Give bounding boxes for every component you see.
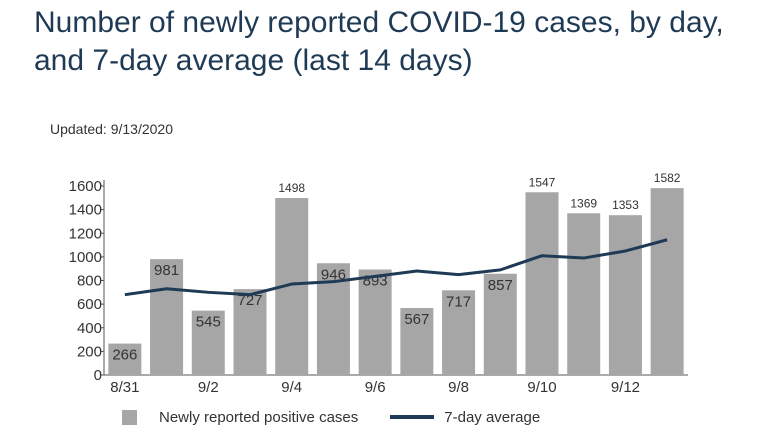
legend-line-label: 7-day average xyxy=(444,408,541,426)
bar-data-label: 717 xyxy=(446,293,471,310)
bar-data-label: 1353 xyxy=(612,198,639,212)
bar xyxy=(567,213,601,375)
bar-data-label: 266 xyxy=(112,347,137,364)
bar xyxy=(483,273,517,375)
y-tick-label: 400 xyxy=(77,320,102,337)
x-tick-label: 9/10 xyxy=(527,379,556,396)
chart-title: Number of newly reported COVID-19 cases,… xyxy=(34,6,724,77)
bar xyxy=(191,310,225,375)
y-tick-label: 1200 xyxy=(69,225,102,242)
x-tick-label: 9/12 xyxy=(611,379,640,396)
y-tick-label: 1000 xyxy=(69,249,102,266)
x-tick-label: 8/31 xyxy=(110,379,139,396)
bar xyxy=(108,343,142,375)
bar-data-label: 545 xyxy=(196,314,221,331)
y-tick-label: 200 xyxy=(77,343,102,360)
y-axis-ticks: 0 200 400 600 800 1000 1200 1400 1600 xyxy=(69,178,104,384)
bar-data-label: 1547 xyxy=(529,175,556,189)
bar xyxy=(650,188,684,375)
bar-data-label: 857 xyxy=(488,277,513,294)
legend-line-swatch xyxy=(390,415,435,419)
bar xyxy=(608,215,642,375)
y-tick-label: 1600 xyxy=(69,178,102,195)
bar xyxy=(400,308,434,375)
bar-data-label: 1498 xyxy=(278,181,305,195)
average-line xyxy=(124,238,668,297)
bar-data-label: 567 xyxy=(404,311,429,328)
x-tick-label: 9/6 xyxy=(365,379,386,396)
x-tick-label: 9/8 xyxy=(448,379,469,396)
legend: Newly reported positive cases 7-day aver… xyxy=(122,406,540,428)
x-tick-label: 9/2 xyxy=(198,379,219,396)
bar-data-label: 727 xyxy=(237,292,262,309)
bar-series xyxy=(108,188,684,375)
legend-bar-swatch xyxy=(122,409,137,425)
legend-bar-label: Newly reported positive cases xyxy=(159,408,359,426)
updated-date: Updated: 9/13/2020 xyxy=(50,121,173,137)
bar xyxy=(150,259,184,375)
y-tick-label: 1400 xyxy=(69,202,102,219)
y-tick-label: 800 xyxy=(77,273,102,290)
chart-axes xyxy=(103,180,688,376)
bar-data-label: 1582 xyxy=(654,171,681,185)
bar xyxy=(358,269,392,375)
x-tick-label: 9/4 xyxy=(281,379,302,396)
y-tick-label: 600 xyxy=(77,296,102,313)
bar-data-label: 981 xyxy=(154,262,179,279)
x-axis-ticks: 8/31 9/2 9/4 9/6 9/8 9/10 9/12 xyxy=(110,379,640,396)
bar-data-label: 1369 xyxy=(570,196,597,210)
bar xyxy=(233,289,267,375)
bar xyxy=(525,192,559,375)
y-tick-label: 0 xyxy=(94,367,102,384)
average-line-series xyxy=(124,238,668,297)
bar xyxy=(442,290,476,375)
bar-data-label: 946 xyxy=(321,266,346,283)
